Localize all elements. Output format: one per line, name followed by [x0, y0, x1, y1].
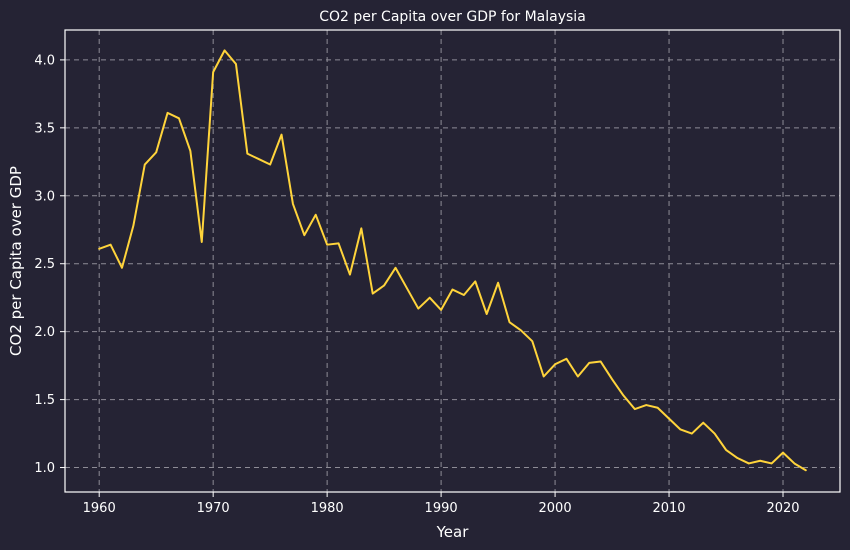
x-tick-label: 1980	[311, 501, 344, 516]
series-layer	[98, 49, 807, 472]
x-tick-label: 1990	[425, 501, 458, 516]
y-tick-label: 3.0	[34, 189, 55, 204]
y-tick-label: 3.5	[34, 121, 55, 136]
y-axis-label: CO2 per Capita over GDP	[7, 166, 25, 356]
x-tick-label: 2000	[539, 501, 572, 516]
y-tick-label: 2.0	[34, 325, 55, 340]
plot-frame	[64, 29, 841, 493]
x-tick-label: 1960	[83, 501, 116, 516]
chart-title: CO2 per Capita over GDP for Malaysia	[319, 9, 586, 25]
x-axis-label: Year	[436, 523, 470, 541]
y-tick-label: 2.5	[34, 257, 55, 272]
y-tick-label: 4.0	[34, 53, 55, 68]
axis-ticks: 1960 1970 1980 1990 2000 2010 2020 1.0 1.5 2.0 2.5…	[34, 53, 799, 516]
x-tick-label: 2020	[766, 501, 799, 516]
series-line	[98, 49, 807, 472]
y-tick-label: 1.5	[34, 393, 55, 408]
grid	[65, 30, 840, 492]
x-tick-label: 1970	[197, 501, 230, 516]
x-tick-label: 2010	[652, 501, 685, 516]
y-tick-label: 1.0	[34, 461, 55, 476]
